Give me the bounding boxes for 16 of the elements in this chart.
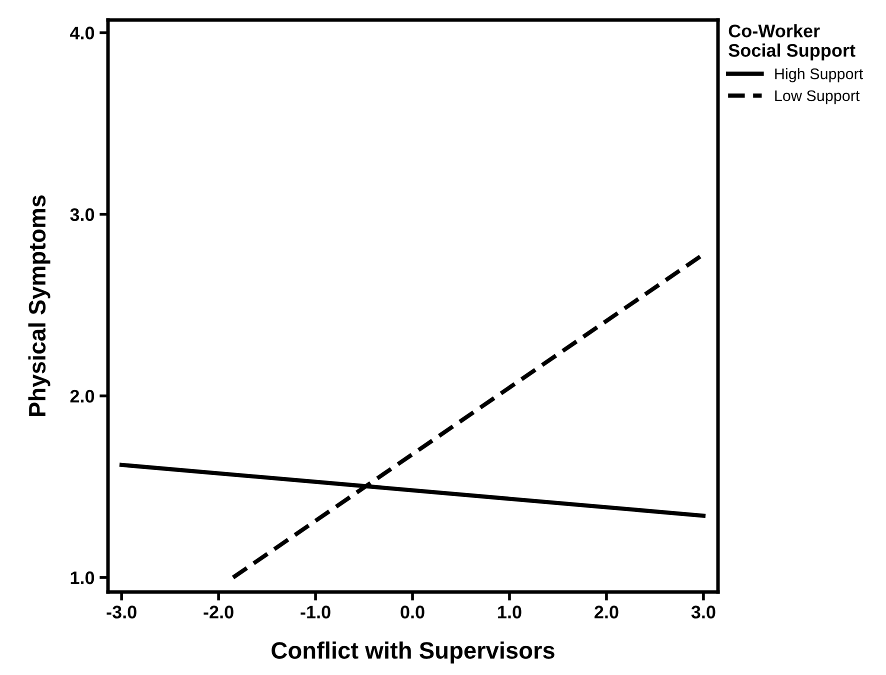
y-tick-label: 4.0 bbox=[70, 26, 94, 40]
x-axis-title: Conflict with Supervisors bbox=[272, 641, 554, 664]
legend-title: Co-Worker Social Support bbox=[728, 24, 856, 60]
x-tick-label: -2.0 bbox=[204, 606, 234, 618]
y-tick-label: 3.0 bbox=[70, 208, 94, 222]
x-tick-label: 1.0 bbox=[498, 606, 522, 618]
x-tick-label: 3.0 bbox=[691, 606, 716, 618]
x-tick-label: -3.0 bbox=[106, 606, 136, 618]
x-tick-label: 2.0 bbox=[594, 606, 618, 618]
y-tick-label: 2.0 bbox=[70, 390, 94, 403]
legend-label: Low Support bbox=[775, 90, 860, 104]
y-tick-label: 1.0 bbox=[70, 571, 94, 584]
legend-label: High Support bbox=[775, 68, 864, 82]
x-tick-label: -1.0 bbox=[300, 606, 330, 618]
y-axis-title: Physical Symptoms bbox=[28, 195, 50, 416]
x-tick-label: 0.0 bbox=[400, 606, 424, 618]
